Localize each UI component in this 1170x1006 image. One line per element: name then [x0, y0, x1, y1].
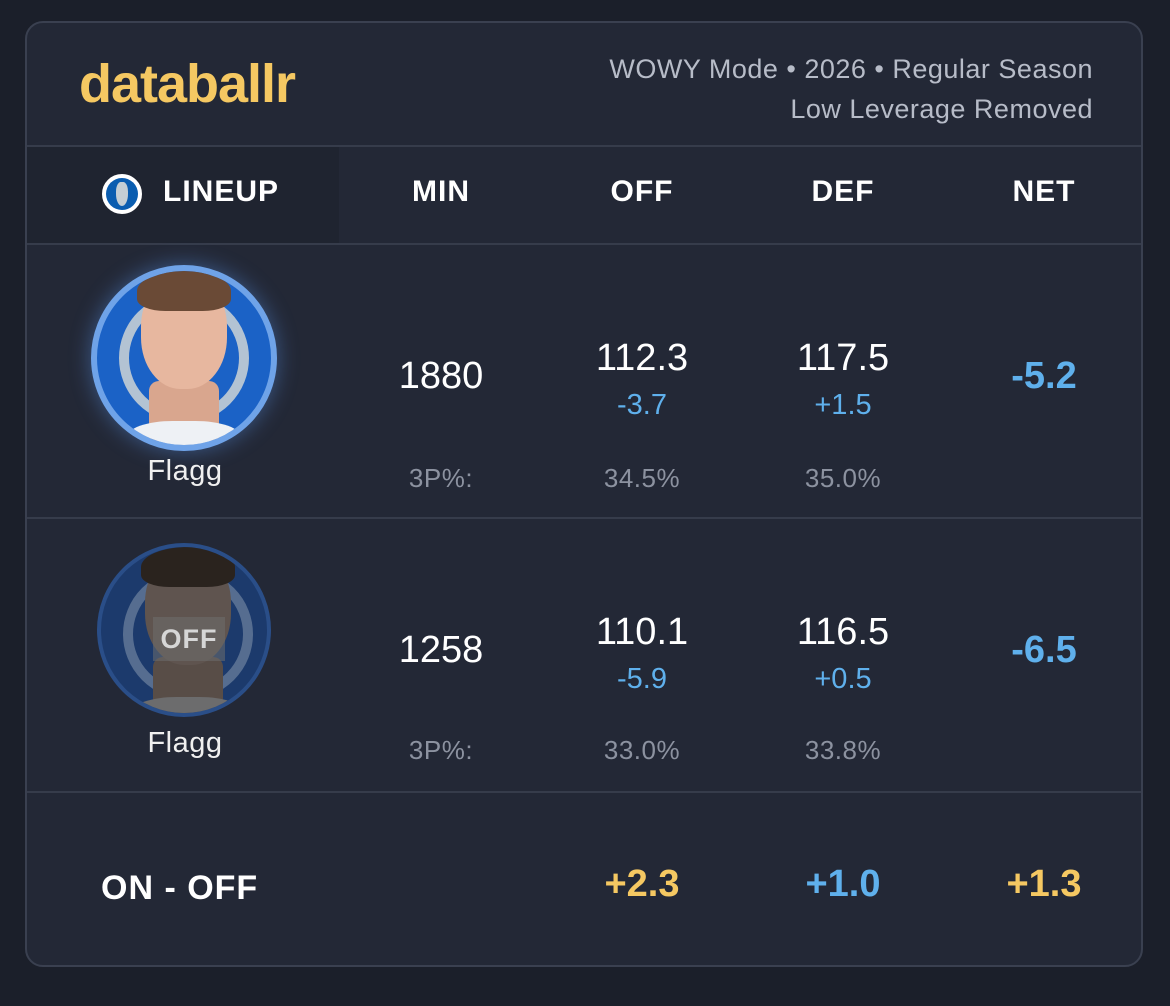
on-off-label: ON - OFF — [101, 869, 259, 907]
off-delta: -3.7 — [617, 389, 667, 421]
def-delta: +1.5 — [814, 389, 872, 421]
min-value: 1880 — [398, 355, 484, 397]
net-rating: -6.5 — [1011, 629, 1077, 671]
net-column-header[interactable]: NET — [1012, 175, 1076, 208]
min-column-header[interactable]: MIN — [412, 175, 470, 208]
on-off-off-diff: +2.3 — [604, 863, 680, 905]
lineup-header: LINEUP — [27, 147, 339, 243]
player-avatar-on[interactable] — [91, 265, 277, 451]
on-off-def-diff: +1.0 — [805, 863, 881, 905]
lineup-row-on: Flagg 1880 112.3 -3.7 117.5 +1.5 -5.2 3P… — [27, 245, 1141, 519]
avatar-hair — [137, 271, 231, 311]
player-name: Flagg — [147, 455, 223, 487]
off-column-header[interactable]: OFF — [610, 175, 674, 208]
player-name: Flagg — [147, 727, 223, 759]
off-rating: 112.3 — [595, 337, 689, 379]
mode-season-label: WOWY Mode • 2026 • Regular Season — [609, 54, 1093, 84]
column-header-row: LINEUP MIN OFF DEF NET — [27, 147, 1141, 245]
off-rating: 110.1 — [595, 611, 689, 653]
def-delta: +0.5 — [814, 663, 872, 695]
avatar-shirt — [131, 697, 245, 713]
def-column-header[interactable]: DEF — [811, 175, 875, 208]
three-pt-def: 35.0% — [804, 463, 882, 493]
lineup-row-off: OFF Flagg 1258 110.1 -5.9 116.5 +0.5 -6.… — [27, 519, 1141, 793]
def-rating: 117.5 — [796, 337, 890, 379]
off-badge: OFF — [153, 617, 225, 661]
net-rating: -5.2 — [1011, 355, 1077, 397]
three-pt-def: 33.8% — [804, 735, 882, 765]
on-off-summary: ON - OFF +2.3 +1.0 +1.3 — [27, 793, 1141, 965]
three-pt-label: 3P%: — [408, 463, 474, 493]
player-avatar-off[interactable]: OFF — [97, 543, 271, 717]
filter-summary: WOWY Mode • 2026 • Regular Season Low Le… — [609, 49, 1093, 129]
wowy-card: databallr WOWY Mode • 2026 • Regular Sea… — [25, 21, 1143, 967]
on-off-net-diff: +1.3 — [1006, 863, 1082, 905]
leverage-label: Low Leverage Removed — [790, 94, 1093, 124]
mavericks-logo-icon — [99, 171, 145, 217]
card-header: databallr WOWY Mode • 2026 • Regular Sea… — [27, 23, 1141, 147]
off-delta: -5.9 — [617, 663, 667, 695]
avatar-shirt — [127, 421, 241, 445]
databallr-logo[interactable]: databallr — [79, 54, 296, 114]
three-pt-label: 3P%: — [408, 735, 474, 765]
three-pt-off: 33.0% — [603, 735, 681, 765]
avatar-hair — [141, 547, 235, 587]
def-rating: 116.5 — [796, 611, 890, 653]
min-value: 1258 — [398, 629, 484, 671]
three-pt-off: 34.5% — [603, 463, 681, 493]
lineup-header-label: LINEUP — [163, 175, 280, 208]
